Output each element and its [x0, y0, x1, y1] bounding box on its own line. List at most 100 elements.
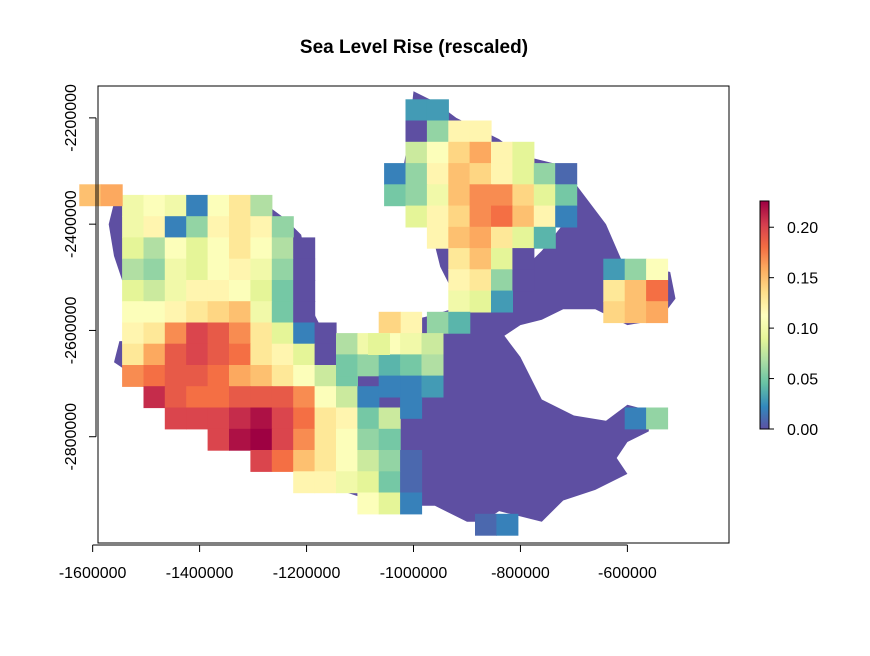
- raster-cell: [143, 301, 166, 324]
- colorbar-segment: [760, 369, 769, 372]
- colorbar-segment: [760, 289, 769, 292]
- raster-cell: [186, 237, 209, 260]
- raster-cell: [357, 471, 380, 494]
- raster-cell-layer: [79, 99, 669, 536]
- colorbar-segment: [760, 357, 769, 360]
- raster-cell: [143, 322, 166, 345]
- colorbar-segment: [760, 403, 769, 406]
- raster-cell: [271, 237, 294, 260]
- raster-cell: [491, 248, 513, 270]
- raster-cell: [336, 354, 358, 377]
- raster-cell: [271, 258, 294, 281]
- raster-cell: [143, 280, 166, 302]
- colorbar-legend: 0.00 0.05 0.10 0.15 0.20: [759, 200, 818, 439]
- chart-title: Sea Level Rise (rescaled): [300, 37, 528, 58]
- raster-cell: [293, 407, 316, 430]
- colorbar-segment: [760, 413, 769, 416]
- raster-cell: [646, 280, 669, 302]
- colorbar-segment: [760, 305, 769, 308]
- colorbar-tick-label: 0.10: [787, 321, 818, 338]
- raster-cell: [405, 205, 428, 228]
- raster-cell: [555, 163, 578, 185]
- raster-cell: [164, 301, 187, 324]
- raster-cell: [186, 386, 209, 409]
- y-tick-label: -2600000: [63, 297, 80, 365]
- colorbar-segment: [760, 213, 769, 216]
- colorbar-segment: [760, 247, 769, 250]
- colorbar-segment: [760, 367, 769, 370]
- colorbar-segment: [760, 259, 769, 262]
- raster-cell: [378, 492, 401, 515]
- colorbar-segment: [760, 223, 769, 226]
- colorbar-tick-label: 0.05: [787, 372, 818, 389]
- colorbar-segment: [760, 331, 769, 334]
- colorbar-segment: [760, 281, 769, 284]
- raster-cell: [336, 407, 358, 430]
- raster-cell: [250, 428, 273, 451]
- colorbar-segment: [760, 317, 769, 320]
- raster-cell: [603, 280, 626, 302]
- colorbar-segment: [760, 301, 769, 304]
- y-tick-label: -2800000: [63, 403, 80, 471]
- colorbar-segment: [760, 239, 769, 242]
- raster-cell: [229, 194, 251, 217]
- colorbar-segment: [760, 327, 769, 330]
- raster-cell: [293, 471, 316, 494]
- raster-cell: [186, 258, 209, 281]
- raster-cell: [143, 365, 166, 387]
- colorbar-segment: [760, 233, 769, 236]
- colorbar-segment: [760, 373, 769, 376]
- colorbar-tick-label: 0.20: [787, 220, 818, 237]
- raster-cell: [186, 407, 209, 430]
- colorbar-segment: [760, 277, 769, 280]
- colorbar-segment: [760, 227, 769, 230]
- colorbar-segment: [760, 393, 769, 396]
- raster-cell: [164, 343, 187, 366]
- raster-cell: [122, 343, 145, 366]
- raster-cell: [491, 269, 513, 292]
- plot-frame: [97, 85, 730, 544]
- colorbar-segment: [760, 241, 769, 244]
- colorbar-segment: [760, 365, 769, 368]
- raster-cell: [271, 386, 294, 409]
- raster-cell: [469, 290, 492, 313]
- raster-cell: [122, 194, 145, 217]
- raster-cell: [229, 301, 251, 324]
- raster-cell: [143, 216, 166, 239]
- raster-cell: [448, 184, 471, 207]
- colorbar-segment: [760, 261, 769, 264]
- raster-cell: [426, 163, 449, 185]
- raster-cell: [271, 322, 294, 345]
- raster-cell: [164, 194, 187, 217]
- colorbar-segment: [760, 229, 769, 232]
- raster-cell: [229, 428, 251, 451]
- raster-cell: [186, 216, 209, 239]
- raster-cell: [271, 280, 294, 302]
- raster-cell: [271, 365, 294, 387]
- raster-cell: [186, 365, 209, 387]
- raster-cell: [271, 450, 294, 472]
- raster-cell: [293, 450, 316, 472]
- raster-cell: [314, 407, 337, 430]
- colorbar-tick-label: 0.15: [787, 271, 818, 288]
- raster-cell: [400, 471, 423, 494]
- colorbar-segment: [760, 265, 769, 268]
- raster-cell: [164, 237, 187, 260]
- colorbar-segment: [760, 285, 769, 288]
- raster-cell: [229, 386, 251, 409]
- colorbar-segment: [760, 415, 769, 418]
- raster-cell: [229, 258, 251, 281]
- raster-cell: [122, 365, 145, 387]
- raster-cell: [336, 386, 358, 409]
- raster-cell: [100, 184, 123, 207]
- raster-cell: [448, 311, 471, 334]
- raster-cell: [448, 205, 471, 228]
- colorbar-segment: [760, 359, 769, 362]
- colorbar-segment: [760, 309, 769, 312]
- colorbar-segment: [760, 341, 769, 344]
- raster-cell: [229, 237, 251, 260]
- colorbar-segment: [760, 363, 769, 366]
- raster-cell: [250, 407, 273, 430]
- raster-cell: [229, 407, 251, 430]
- colorbar-segment: [760, 391, 769, 394]
